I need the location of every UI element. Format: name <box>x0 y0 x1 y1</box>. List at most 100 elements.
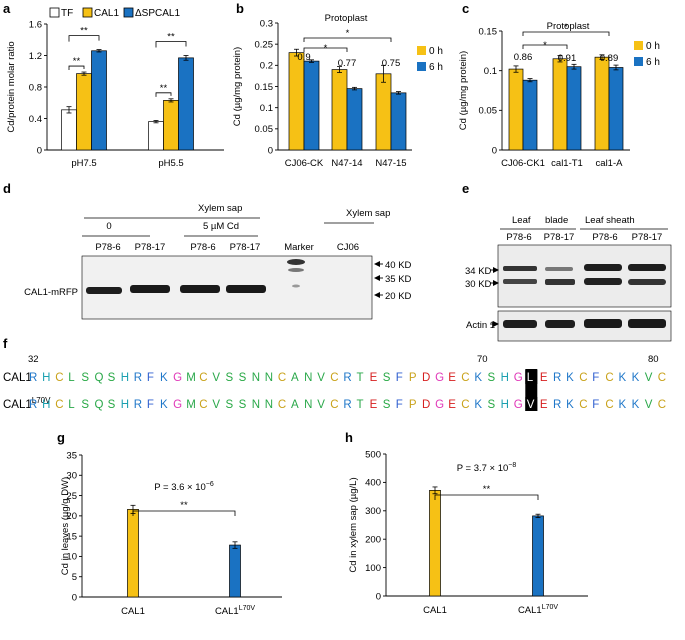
bar-6 h-cal1-A <box>608 67 624 151</box>
panel-label-e: e <box>462 181 469 196</box>
blot-e-actin-band-4 <box>628 319 666 328</box>
seq-residue: L <box>68 399 75 411</box>
blot-d: Xylem sap 0 5 µM Cd Xylem sap P78-6 P78-… <box>24 203 412 320</box>
blot-e-lane1: P78-6 <box>506 232 531 243</box>
blot-d-arrowhead-35 <box>374 275 380 281</box>
seq-residue: K <box>160 372 168 384</box>
seq-residue: R <box>343 399 351 411</box>
x-tick-label: CAL1L70V <box>518 604 558 616</box>
seq-highlight-box <box>525 397 538 411</box>
bar-ΔSPCAL1-pH7.5 <box>91 50 107 151</box>
sig-label: * <box>346 28 350 39</box>
x-tick-label: pH7.5 <box>71 158 96 169</box>
seq-residue: T <box>357 372 364 384</box>
p-value-exponent: −8 <box>508 462 516 469</box>
x-tick-label-main: CAL1 <box>215 606 239 617</box>
seq-residue: S <box>226 372 234 384</box>
seq-residue: C <box>55 372 63 384</box>
blot-d-lane3: P78-6 <box>190 242 215 253</box>
blot-e-group2: Leaf sheath <box>585 215 635 226</box>
sig-bracket <box>155 41 187 48</box>
bar-6 h-cal1-T1 <box>566 66 582 151</box>
seq-residue: E <box>448 372 456 384</box>
blot-e-membrane-top <box>497 244 672 308</box>
legend-label-dspcal1: ΔSPCAL1 <box>135 8 180 19</box>
seq-residue: V <box>212 372 220 384</box>
blot-d-lane5: Marker <box>284 242 314 253</box>
legend-swatch-tf <box>49 7 60 18</box>
blot-e-band-34-1 <box>503 266 537 271</box>
seq-residue: K <box>619 372 627 384</box>
seq-residue: V <box>527 399 535 411</box>
panel-label-f: f <box>3 336 8 351</box>
seq-residue: E <box>540 372 548 384</box>
p-value-label: P = 3.6 × 10−6 <box>154 481 214 493</box>
y-tick-label: 200 <box>365 535 381 546</box>
seq-residue: H <box>501 372 509 384</box>
seq-residue: V <box>645 399 653 411</box>
x-tick-label: CAL1 <box>423 605 447 616</box>
seq-residue: M <box>186 372 196 384</box>
y-tick-label: 20 <box>66 511 77 522</box>
seq-residue: V <box>317 372 325 384</box>
x-tick-label: CJ06-CK1 <box>501 158 545 169</box>
blot-e-actin-label: Actin 1 <box>466 320 495 331</box>
seq-residue: K <box>632 399 640 411</box>
ratio-label: 0.89 <box>600 53 619 64</box>
seq-residue: V <box>645 372 653 384</box>
chart-g: 0 5 10 15 20 25 30 35 Cd in leaves (µg/g DW) CAL1… <box>60 450 282 617</box>
y-axis-title: Cd/protein molar ratio <box>6 41 17 132</box>
x-tick-label-sup: L70V <box>239 605 256 612</box>
seq-residue: S <box>383 372 391 384</box>
bar-TF-pH5.5 <box>148 121 164 151</box>
blot-d-marker-label-35: 35 KD <box>385 274 412 285</box>
blot-e-group1b: blade <box>545 215 568 226</box>
sig-label: ** <box>160 83 168 94</box>
chart-b: 0 0.05 0.1 0.15 0.2 0.25 0.3 Cd (µg/mg protein)… <box>232 13 412 169</box>
x-tick-label: N47-15 <box>375 158 406 169</box>
seq-residue: G <box>514 372 523 384</box>
blot-e-arrowhead-34 <box>493 267 499 273</box>
blot-d-marker-label-40: 40 KD <box>385 260 412 271</box>
chart-a: 0 0.4 0.8 1.2 1.6 Cd/protein molar ratio pH7.5… <box>6 19 224 169</box>
seq-residue: P <box>409 372 417 384</box>
ratio-label: 0.77 <box>338 58 357 69</box>
seq-residue: S <box>239 399 247 411</box>
seq-residue: K <box>619 399 627 411</box>
seq-residue: N <box>252 399 260 411</box>
seq-residue: T <box>357 399 364 411</box>
chart-h: 0 100 200 300 400 500 Cd in xylem sap (µg/L) CA… <box>348 449 588 616</box>
x-tick-label-main: CAL1 <box>423 605 447 616</box>
y-tick-label: 0.8 <box>29 82 42 93</box>
seq-residue: K <box>566 372 574 384</box>
seq-residue: K <box>474 372 482 384</box>
seq-residue: S <box>81 399 89 411</box>
seq-residue: F <box>147 372 154 384</box>
chart-title: Protoplast <box>325 13 368 24</box>
seq-residue: L <box>527 372 534 384</box>
seq-residue: H <box>121 372 129 384</box>
blot-e-band-30-1 <box>503 279 537 284</box>
seq-residue: S <box>108 372 116 384</box>
panel-label-h: h <box>345 430 353 445</box>
legend-c-swatch-6h <box>634 57 643 66</box>
sig-bracket <box>68 35 100 42</box>
legend-swatch-6h <box>417 62 426 71</box>
seq-residue: F <box>592 399 599 411</box>
seq-residue: R <box>29 372 37 384</box>
blot-d-lane1: P78-6 <box>95 242 120 253</box>
y-tick-label: 30 <box>66 471 77 482</box>
seq-residue: Q <box>95 399 104 411</box>
seq-residue: C <box>579 399 587 411</box>
seq-residue: S <box>226 399 234 411</box>
seq-pos-mid: 70 <box>477 354 488 365</box>
blot-e-band-34-3 <box>584 264 622 271</box>
y-tick-label: 0.05 <box>255 124 274 135</box>
ratio-label: 0.75 <box>382 58 401 69</box>
sig-label: ** <box>80 26 88 37</box>
bar-TF-pH7.5 <box>61 109 77 151</box>
seq-residue: S <box>108 399 116 411</box>
seq-residue: C <box>330 399 338 411</box>
seq-residue: E <box>540 399 548 411</box>
